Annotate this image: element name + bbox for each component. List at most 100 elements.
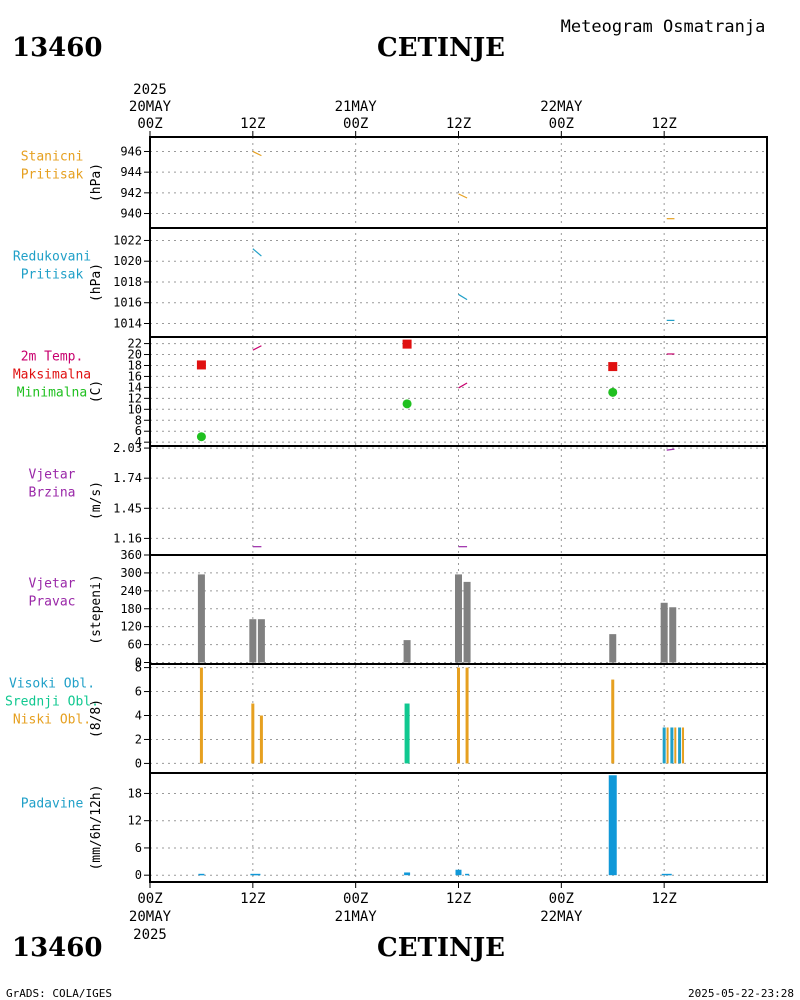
- y-tick-label: 1016: [113, 296, 142, 310]
- bar: [666, 727, 669, 764]
- y-tick-label: 1.16: [113, 531, 142, 545]
- unit-label: (hPa): [89, 163, 104, 202]
- y-tick-label: 6: [135, 685, 142, 699]
- max-temp-marker: [608, 362, 618, 372]
- series-segment: [252, 345, 262, 351]
- y-tick-label: 12: [128, 391, 142, 405]
- bar: [669, 607, 677, 663]
- bar: [670, 727, 674, 764]
- x-tick-label-top: 00Z: [137, 116, 162, 132]
- x-tick-label-top: 00Z: [549, 116, 574, 132]
- panel-padavine: 0 6 12 18 (mm/6h/12h) Padavine: [21, 772, 768, 883]
- y-tick-label: 18: [128, 786, 142, 800]
- credit-text: GrADS: COLA/IGES: [6, 987, 112, 1000]
- y-tick-label: 60: [128, 638, 142, 652]
- y-tick-label: 18: [128, 358, 142, 372]
- y-tick-label: 2.03: [113, 441, 142, 455]
- chart-title: Meteogram Osmatranja: [561, 17, 766, 37]
- bar: [674, 727, 677, 764]
- x-tick-label-bottom: 00Z: [137, 891, 162, 907]
- station-id-top: 13460: [12, 33, 102, 63]
- panel-label: Stanicni: [21, 150, 84, 165]
- panel-label: Pritisak: [21, 268, 84, 283]
- min-temp-marker: [196, 432, 206, 442]
- x-tick-label-bottom: 00Z: [549, 891, 574, 907]
- bar: [455, 869, 462, 876]
- station-id-bottom: 13460: [12, 933, 102, 963]
- y-tick-label: 6: [135, 424, 142, 438]
- unit-label: (C): [89, 380, 104, 403]
- bar: [682, 727, 685, 764]
- y-tick-label: 120: [120, 620, 142, 634]
- y-tick-label: 0: [135, 756, 142, 770]
- series-segment: [458, 382, 468, 389]
- y-tick-label: 8: [135, 413, 142, 427]
- bar: [403, 640, 411, 663]
- y-tick-label: 946: [120, 144, 142, 158]
- max-temp-marker: [402, 339, 412, 349]
- panel-label: Vjetar: [29, 577, 76, 592]
- y-tick-label: 10: [128, 402, 142, 416]
- bar: [678, 727, 682, 764]
- panel-label: Visoki Obl.: [9, 677, 95, 692]
- bar: [250, 873, 261, 876]
- min-temp-marker: [402, 399, 412, 409]
- x-date-label-bottom: 21MAY: [335, 909, 378, 925]
- bar: [198, 873, 205, 876]
- x-tick-label-bottom: 00Z: [343, 891, 368, 907]
- unit-label: (stepeni): [89, 574, 104, 644]
- y-tick-label: 8: [135, 661, 142, 675]
- bar: [251, 703, 255, 764]
- series-segment: [252, 248, 262, 257]
- bar: [660, 602, 668, 663]
- bar: [249, 619, 257, 663]
- y-tick-label: 940: [120, 207, 142, 221]
- panel-label: Minimalna: [17, 386, 87, 401]
- x-date-label-bottom: 22MAY: [540, 909, 583, 925]
- y-tick-label: 944: [120, 165, 142, 179]
- panel-label: Pritisak: [21, 168, 84, 183]
- panel-label: 2m Temp.: [21, 350, 84, 365]
- unit-label: (8/8): [89, 699, 104, 738]
- panel-label: Brzina: [29, 486, 76, 501]
- bar: [608, 775, 617, 876]
- x-tick-label-top: 12Z: [652, 116, 677, 132]
- y-tick-label: 1.74: [113, 471, 142, 485]
- y-tick-label: 20: [128, 348, 142, 362]
- series-segment: [666, 448, 675, 451]
- y-tick-label: 180: [120, 602, 142, 616]
- max-temp-marker: [196, 360, 206, 370]
- y-tick-label: 300: [120, 566, 142, 580]
- y-tick-label: 2: [135, 732, 142, 746]
- bar: [609, 634, 617, 663]
- panel-label: Maksimalna: [13, 368, 91, 383]
- x-tick-label-bottom: 12Z: [652, 891, 677, 907]
- y-tick-label: 1020: [113, 254, 142, 268]
- y-tick-label: 0: [135, 656, 142, 670]
- bar: [457, 667, 460, 764]
- panel-oblaci: 0 2 4 6 8 (8/8) Visoki Obl. Srednji Obl. Niski O…: [5, 661, 768, 774]
- series-segment: [252, 150, 262, 157]
- y-tick-label: 4: [135, 435, 142, 449]
- x-year-label-top: 2025: [133, 82, 167, 98]
- y-tick-label: 4: [135, 709, 142, 723]
- y-tick-label: 1022: [113, 233, 142, 247]
- bar: [199, 667, 203, 764]
- bar: [257, 619, 265, 663]
- bar: [662, 727, 666, 764]
- y-tick-label: 240: [120, 584, 142, 598]
- panel-label: Srednji Obl.: [5, 695, 99, 710]
- y-tick-label: 942: [120, 186, 142, 200]
- unit-label: (mm/6h/12h): [89, 784, 104, 870]
- x-year-label-bottom: 2025: [133, 927, 167, 943]
- bar: [455, 574, 462, 663]
- bar: [465, 873, 470, 876]
- x-tick-label-bottom: 12Z: [240, 891, 265, 907]
- panel-label: Pravac: [29, 595, 76, 610]
- unit-label: (hPa): [89, 263, 104, 302]
- y-tick-label: 16: [128, 369, 142, 383]
- bar: [661, 873, 672, 876]
- y-tick-label: 14: [128, 380, 142, 394]
- x-date-label-bottom: 20MAY: [129, 909, 172, 925]
